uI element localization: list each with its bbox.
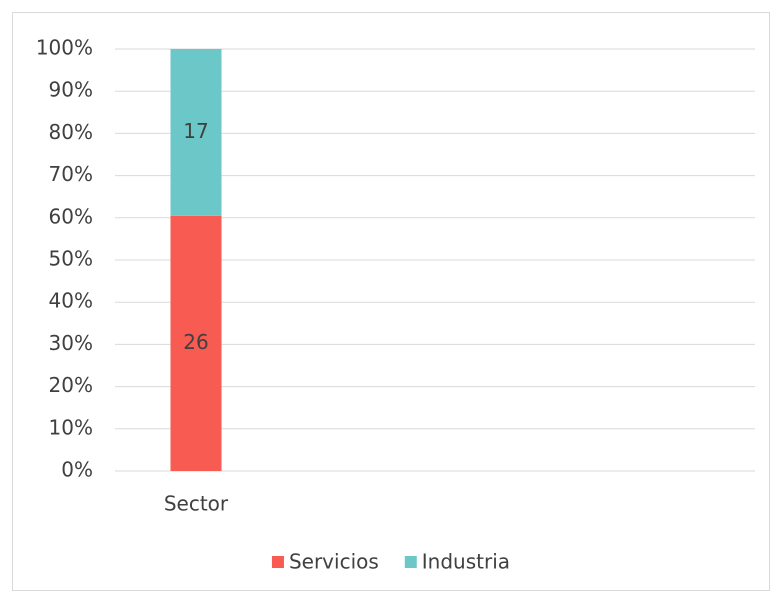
y-tick-label: 20% [49, 373, 93, 397]
data-label: 17 [183, 119, 208, 143]
y-tick-label: 40% [49, 289, 93, 313]
y-tick-label: 60% [49, 204, 93, 228]
chart-border [12, 12, 770, 591]
legend-swatch [404, 556, 417, 568]
y-tick-label: 80% [49, 120, 93, 144]
bar-segment [170, 49, 222, 216]
legend-label: Industria [422, 550, 510, 574]
x-tick-label: Sector [164, 492, 229, 516]
y-tick-label: 0% [61, 458, 93, 482]
legend-swatch [271, 556, 284, 568]
bar-segment [170, 215, 222, 471]
y-tick-label: 50% [49, 247, 93, 271]
y-tick-label: 30% [49, 331, 93, 355]
legend-label: Servicios [289, 550, 379, 574]
data-label: 26 [183, 330, 208, 354]
y-tick-label: 70% [49, 162, 93, 186]
y-tick-label: 100% [36, 36, 93, 60]
y-tick-label: 10% [49, 415, 93, 439]
y-tick-label: 90% [49, 78, 93, 102]
